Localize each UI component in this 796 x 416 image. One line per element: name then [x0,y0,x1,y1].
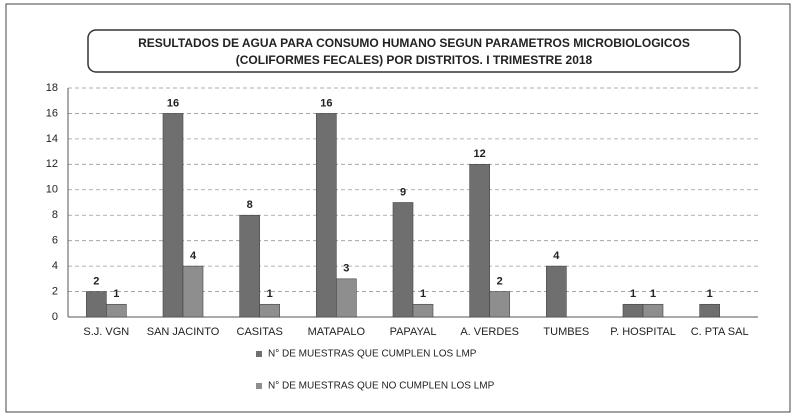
bar [622,303,644,318]
x-tick-label: P. HOSPITAL [610,326,676,338]
bar [162,113,184,318]
bar [412,303,434,318]
y-tick-label: 18 [46,82,58,94]
bar [546,265,567,318]
y-tick-label: 12 [46,158,58,170]
value-label: 12 [474,148,486,160]
x-tick-label: TUMBES [543,326,589,338]
bar [699,303,720,318]
value-label: 2 [497,275,503,287]
y-tick-label: 2 [52,285,58,297]
x-tick-label: MATAPALO [308,326,366,338]
legend-marker [256,351,262,357]
legend-label: N° DE MUESTRAS QUE CUMPLEN LOS LMP [268,349,477,360]
value-label: 4 [553,250,560,262]
value-label: 8 [247,199,253,211]
bar [239,214,260,318]
value-label: 3 [343,263,349,275]
bar [316,113,337,318]
value-label: 1 [267,288,273,300]
x-tick-label: PAPAYAL [390,326,437,338]
value-label: 1 [113,288,119,300]
value-label: 1 [650,288,656,300]
y-tick-label: 10 [46,184,58,196]
value-label: 9 [400,186,406,198]
value-label: 2 [93,275,99,287]
x-tick-label: SAN JACINTO [147,326,220,338]
x-tick-label: S.J. VGN [83,326,129,338]
value-label: 16 [167,97,179,109]
bar [86,291,107,318]
value-label: 1 [630,288,636,300]
value-label: 16 [320,97,332,109]
x-tick-label: CASITAS [237,326,283,338]
value-label: 1 [420,288,426,300]
value-label: 1 [707,288,713,300]
x-tick-label: C. PTA SAL [691,326,749,338]
y-tick-label: 8 [52,209,58,221]
x-tick-label: A. VERDES [460,326,519,338]
y-tick-label: 14 [46,133,58,145]
bar [336,278,357,318]
y-tick-label: 0 [52,311,58,323]
bar [469,164,490,318]
bar [259,303,280,318]
chart-title: (COLIFORMES FECALES) POR DISTRITOS. I TR… [236,53,593,67]
legend-label: N° DE MUESTRAS QUE NO CUMPLEN LOS LMP [268,381,495,392]
bar [182,265,204,318]
value-label: 4 [190,250,197,262]
chart-title: RESULTADOS DE AGUA PARA CONSUMO HUMANO S… [138,36,690,50]
bar [642,303,664,318]
title-box [87,29,741,73]
bar [489,291,510,318]
y-tick-label: 6 [52,235,58,247]
y-tick-label: 16 [46,107,58,119]
bar [106,303,127,318]
y-tick-label: 4 [52,260,58,272]
bar [392,202,414,318]
legend-marker [256,383,262,389]
